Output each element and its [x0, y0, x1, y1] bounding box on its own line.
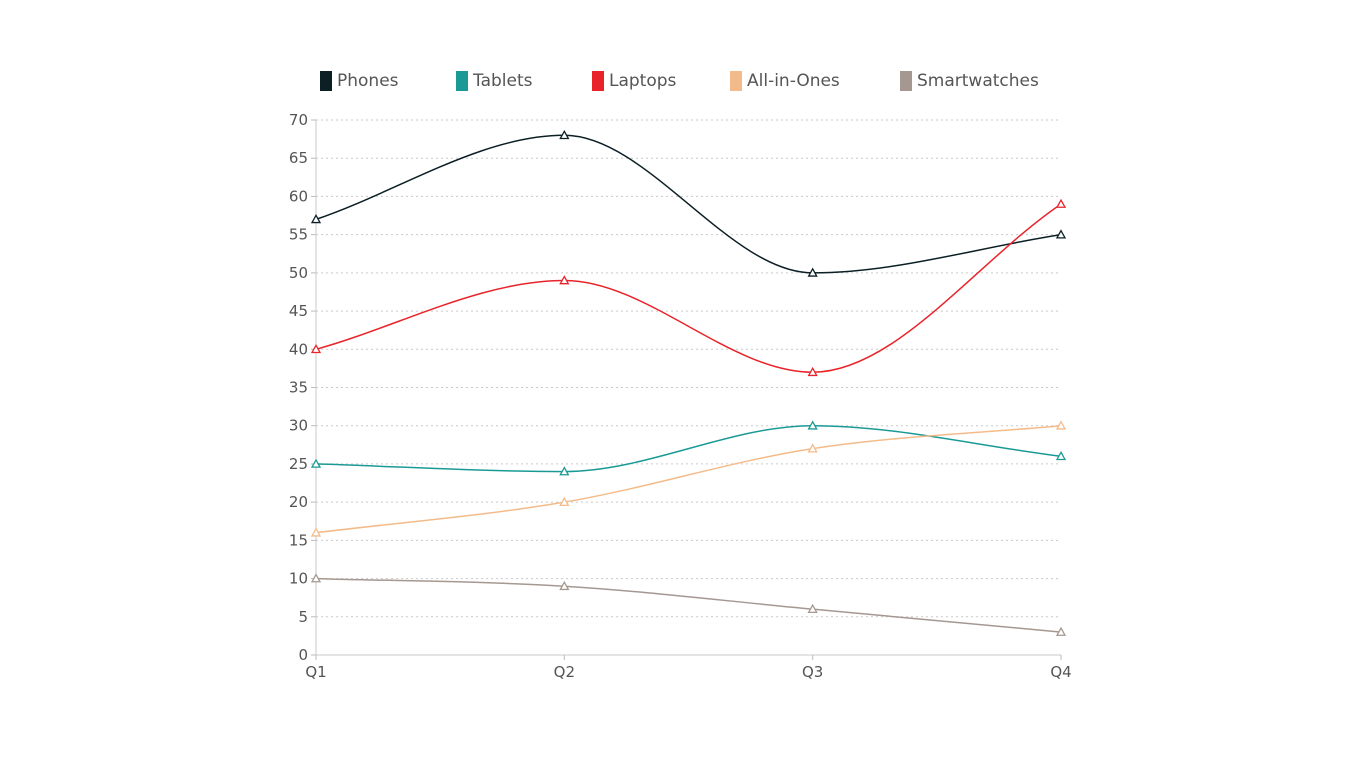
- y-tick-label: 30: [289, 417, 308, 435]
- legend-swatch: [592, 71, 604, 91]
- x-tick-label: Q3: [802, 663, 823, 681]
- y-tick-label: 45: [289, 302, 308, 320]
- legend-swatch: [456, 71, 468, 91]
- data-point-phones-Q2: [559, 129, 570, 140]
- series-line-phones: [315, 134, 1062, 274]
- legend-item-tablets[interactable]: Tablets: [456, 68, 532, 94]
- data-point-all-in-ones-Q1: [310, 527, 322, 537]
- data-point-all-in-ones-Q2: [559, 496, 570, 506]
- y-tick-label: 70: [289, 111, 308, 129]
- legend-item-phones[interactable]: Phones: [320, 68, 399, 94]
- legend-label: Phones: [337, 71, 399, 91]
- legend-item-laptops[interactable]: Laptops: [592, 68, 676, 94]
- series-phones: [310, 129, 1067, 277]
- data-point-laptops-Q2: [559, 275, 570, 285]
- y-tick-label: 35: [289, 379, 308, 397]
- data-point-phones-Q3: [807, 267, 818, 277]
- y-tick-label: 15: [289, 531, 308, 549]
- y-tick-label: 20: [289, 493, 308, 511]
- data-point-all-in-ones-Q3: [807, 443, 818, 453]
- series-line-all-in-ones: [315, 424, 1062, 534]
- series-all-in-ones: [310, 420, 1067, 537]
- y-tick-label: 10: [289, 570, 308, 588]
- data-point-tablets-Q1: [310, 458, 322, 468]
- y-tick-label: 50: [289, 264, 308, 282]
- series-tablets: [310, 420, 1067, 476]
- series-line-tablets: [315, 424, 1062, 473]
- data-point-phones-Q4: [1055, 229, 1067, 239]
- y-tick-label: 40: [289, 340, 308, 358]
- y-tick-label: 55: [289, 226, 308, 244]
- data-point-laptops-Q4: [1055, 198, 1067, 208]
- x-tick-label: Q1: [305, 663, 326, 681]
- legend-label: All-in-Ones: [747, 71, 840, 91]
- y-tick-label: 0: [298, 646, 308, 664]
- legend-swatch: [320, 71, 332, 91]
- data-point-laptops-Q1: [310, 343, 322, 354]
- data-point-laptops-Q3: [807, 366, 818, 377]
- data-point-tablets-Q3: [807, 420, 818, 430]
- legend-item-smartwatches[interactable]: Smartwatches: [900, 68, 1039, 94]
- legend-item-all-in-ones[interactable]: All-in-Ones: [730, 68, 840, 94]
- legend-swatch: [900, 71, 912, 91]
- x-tick-label: Q2: [554, 663, 575, 681]
- legend-swatch: [730, 71, 742, 91]
- data-point-tablets-Q4: [1055, 450, 1067, 461]
- data-point-smartwatches-Q3: [807, 603, 818, 613]
- legend-label: Laptops: [609, 71, 677, 91]
- data-point-smartwatches-Q1: [310, 573, 322, 583]
- y-tick-label: 5: [298, 608, 308, 626]
- data-point-smartwatches-Q4: [1055, 626, 1067, 636]
- data-point-smartwatches-Q2: [559, 580, 570, 591]
- x-tick-label: Q4: [1050, 663, 1071, 681]
- legend-label: Smartwatches: [917, 71, 1039, 91]
- series-laptops: [310, 198, 1067, 377]
- y-tick-label: 25: [289, 455, 308, 473]
- series-smartwatches: [310, 573, 1067, 636]
- data-point-tablets-Q2: [559, 466, 570, 476]
- y-tick-label: 60: [289, 187, 308, 205]
- series-line-laptops: [315, 203, 1062, 373]
- legend-label: Tablets: [473, 71, 533, 91]
- series-line-smartwatches: [315, 577, 1062, 633]
- y-tick-label: 65: [289, 149, 308, 167]
- data-point-phones-Q1: [310, 214, 322, 224]
- data-point-all-in-ones-Q4: [1055, 420, 1067, 430]
